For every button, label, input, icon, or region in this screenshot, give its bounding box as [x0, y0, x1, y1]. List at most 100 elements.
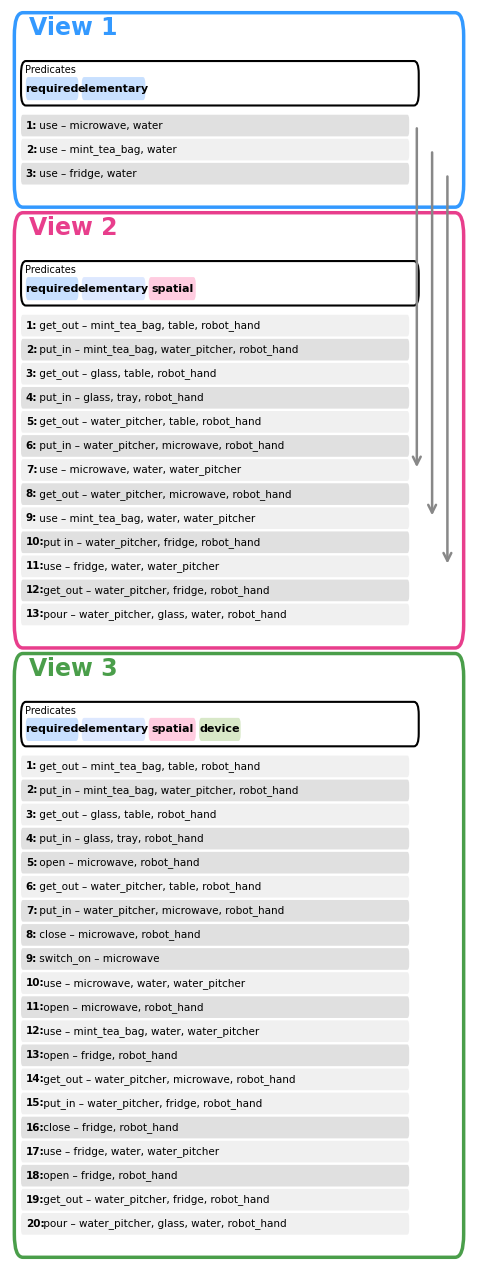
FancyBboxPatch shape — [199, 718, 240, 740]
Text: 2:: 2: — [26, 344, 37, 354]
Text: get_out – water_pitcher, fridge, robot_hand: get_out – water_pitcher, fridge, robot_h… — [40, 1194, 270, 1205]
Text: use – mint_tea_bag, water: use – mint_tea_bag, water — [36, 145, 176, 155]
Text: 13:: 13: — [26, 1050, 44, 1060]
Text: 15:: 15: — [26, 1099, 44, 1109]
FancyBboxPatch shape — [14, 654, 464, 1257]
Text: 1:: 1: — [26, 762, 37, 771]
Text: 20:: 20: — [26, 1219, 44, 1229]
Text: elementary: elementary — [78, 84, 149, 94]
FancyBboxPatch shape — [21, 1189, 409, 1210]
Text: use – fridge, water: use – fridge, water — [36, 169, 137, 179]
Text: close – microwave, robot_hand: close – microwave, robot_hand — [36, 930, 200, 940]
Text: 9:: 9: — [26, 513, 37, 523]
FancyBboxPatch shape — [21, 1044, 409, 1066]
Text: 7:: 7: — [26, 465, 37, 475]
Text: open – fridge, robot_hand: open – fridge, robot_hand — [40, 1170, 177, 1181]
FancyBboxPatch shape — [21, 804, 409, 826]
Text: use – fridge, water, water_pitcher: use – fridge, water, water_pitcher — [40, 1146, 219, 1157]
FancyBboxPatch shape — [21, 339, 409, 361]
Text: 5:: 5: — [26, 857, 37, 867]
FancyBboxPatch shape — [21, 1213, 409, 1234]
Text: elementary: elementary — [78, 283, 149, 293]
FancyBboxPatch shape — [21, 1165, 409, 1186]
Text: 14:: 14: — [26, 1074, 44, 1085]
Text: put_in – water_pitcher, fridge, robot_hand: put_in – water_pitcher, fridge, robot_ha… — [40, 1099, 262, 1109]
Text: required: required — [25, 84, 79, 94]
FancyBboxPatch shape — [26, 77, 78, 100]
Text: 8:: 8: — [26, 930, 37, 940]
Text: 19:: 19: — [26, 1195, 44, 1205]
Text: get_out – water_pitcher, microwave, robot_hand: get_out – water_pitcher, microwave, robo… — [40, 1074, 295, 1085]
Text: open – fridge, robot_hand: open – fridge, robot_hand — [40, 1050, 177, 1060]
Text: spatial: spatial — [151, 283, 193, 293]
Text: 18:: 18: — [26, 1171, 44, 1181]
FancyBboxPatch shape — [21, 949, 409, 970]
FancyBboxPatch shape — [21, 436, 409, 457]
Text: put_in – mint_tea_bag, water_pitcher, robot_hand: put_in – mint_tea_bag, water_pitcher, ro… — [36, 344, 298, 356]
Text: required: required — [25, 724, 79, 734]
Text: 16:: 16: — [26, 1123, 44, 1133]
Text: 4:: 4: — [26, 392, 37, 403]
FancyBboxPatch shape — [21, 507, 409, 530]
Text: Predicates: Predicates — [25, 706, 76, 716]
Text: 4:: 4: — [26, 833, 37, 843]
FancyBboxPatch shape — [26, 718, 78, 740]
FancyBboxPatch shape — [21, 780, 409, 801]
Text: put_in – mint_tea_bag, water_pitcher, robot_hand: put_in – mint_tea_bag, water_pitcher, ro… — [36, 785, 298, 796]
FancyBboxPatch shape — [21, 925, 409, 946]
FancyBboxPatch shape — [21, 900, 409, 922]
Text: open – microwave, robot_hand: open – microwave, robot_hand — [40, 1002, 204, 1012]
FancyBboxPatch shape — [21, 1140, 409, 1162]
Text: 5:: 5: — [26, 417, 37, 427]
FancyBboxPatch shape — [149, 277, 196, 300]
FancyBboxPatch shape — [21, 828, 409, 850]
FancyBboxPatch shape — [82, 277, 145, 300]
Text: 6:: 6: — [26, 881, 37, 892]
Text: View 3: View 3 — [29, 658, 117, 681]
FancyBboxPatch shape — [21, 996, 409, 1019]
Text: put_in – water_pitcher, microwave, robot_hand: put_in – water_pitcher, microwave, robot… — [36, 441, 284, 451]
FancyBboxPatch shape — [21, 484, 409, 505]
Text: 13:: 13: — [26, 610, 44, 620]
FancyBboxPatch shape — [21, 315, 409, 337]
FancyBboxPatch shape — [21, 138, 409, 160]
FancyBboxPatch shape — [82, 77, 145, 100]
FancyBboxPatch shape — [82, 718, 145, 740]
FancyBboxPatch shape — [149, 718, 196, 740]
Text: 2:: 2: — [26, 145, 37, 155]
Text: View 2: View 2 — [29, 216, 117, 240]
FancyBboxPatch shape — [21, 1068, 409, 1090]
Text: switch_on – microwave: switch_on – microwave — [36, 954, 159, 964]
Text: 3:: 3: — [26, 809, 37, 819]
Text: get_out – water_pitcher, fridge, robot_hand: get_out – water_pitcher, fridge, robot_h… — [40, 585, 270, 596]
FancyBboxPatch shape — [21, 973, 409, 994]
Text: 11:: 11: — [26, 1002, 44, 1012]
FancyBboxPatch shape — [21, 411, 409, 433]
Text: get_out – water_pitcher, microwave, robot_hand: get_out – water_pitcher, microwave, robo… — [36, 489, 292, 499]
Text: get_out – water_pitcher, table, robot_hand: get_out – water_pitcher, table, robot_ha… — [36, 417, 261, 427]
FancyBboxPatch shape — [21, 163, 409, 184]
Text: Predicates: Predicates — [25, 265, 76, 274]
Text: put_in – water_pitcher, microwave, robot_hand: put_in – water_pitcher, microwave, robot… — [36, 906, 284, 916]
Text: put_in – glass, tray, robot_hand: put_in – glass, tray, robot_hand — [36, 392, 204, 404]
Text: close – fridge, robot_hand: close – fridge, robot_hand — [40, 1123, 178, 1133]
Text: device: device — [200, 724, 240, 734]
FancyBboxPatch shape — [14, 13, 464, 207]
FancyBboxPatch shape — [21, 579, 409, 601]
Text: 12:: 12: — [26, 1026, 44, 1036]
Text: required: required — [25, 283, 79, 293]
Text: use – microwave, water, water_pitcher: use – microwave, water, water_pitcher — [36, 465, 241, 475]
Text: Predicates: Predicates — [25, 65, 76, 75]
FancyBboxPatch shape — [21, 531, 409, 554]
Text: 10:: 10: — [26, 978, 44, 988]
Text: 6:: 6: — [26, 441, 37, 451]
Text: 3:: 3: — [26, 368, 37, 378]
Text: 1:: 1: — [26, 320, 37, 330]
Text: get_out – glass, table, robot_hand: get_out – glass, table, robot_hand — [36, 368, 216, 380]
Text: spatial: spatial — [151, 724, 193, 734]
Text: pour – water_pitcher, glass, water, robot_hand: pour – water_pitcher, glass, water, robo… — [40, 1218, 286, 1229]
Text: use – microwave, water: use – microwave, water — [36, 121, 163, 131]
FancyBboxPatch shape — [21, 756, 409, 777]
FancyBboxPatch shape — [21, 61, 419, 105]
Text: 17:: 17: — [26, 1147, 44, 1157]
